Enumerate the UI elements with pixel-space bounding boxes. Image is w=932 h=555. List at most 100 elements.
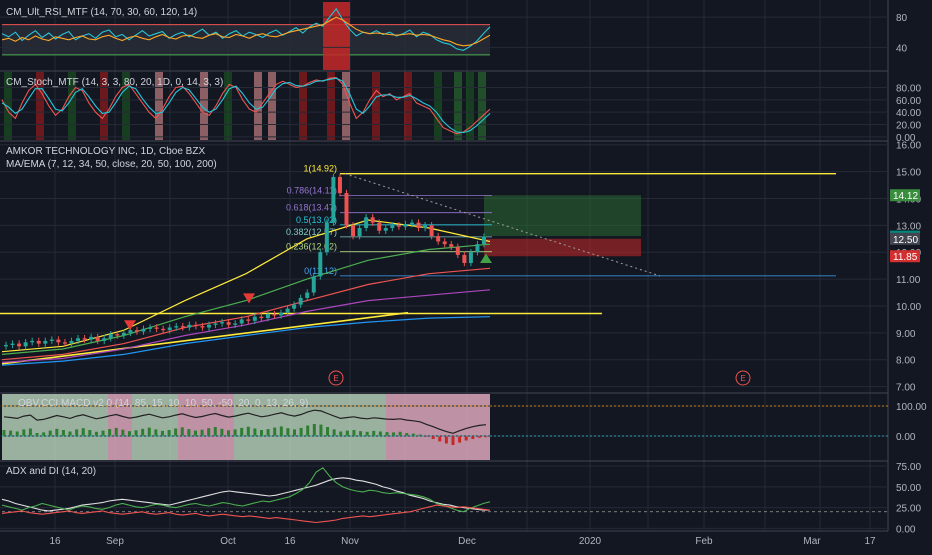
earnings-marker-label: E (333, 374, 338, 383)
fib-level-label: 0.236(12.02) (286, 242, 337, 252)
moving-average-line-1 (1, 243, 491, 355)
stoch-signal-bar (434, 72, 442, 140)
candle-body (134, 330, 139, 332)
candle-body (403, 223, 408, 227)
macd-histogram-bar (319, 424, 323, 436)
macd-histogram-bar (233, 429, 237, 436)
macd-histogram-bar (141, 428, 145, 436)
earnings-marker-icon (328, 370, 344, 386)
macd-regime-background (2, 394, 108, 460)
price-title: AMKOR TECHNOLOGY INC, 1D, Cboe BZX (6, 146, 205, 157)
candle-body (449, 244, 454, 247)
macd-histogram-bar (160, 430, 164, 436)
candle-body (213, 323, 218, 325)
stop-zone (484, 238, 641, 257)
macd-histogram-bar (81, 428, 85, 436)
macd-histogram-bar (35, 433, 39, 436)
time-axis-label: 17 (864, 536, 876, 547)
stoch-signal-bar (478, 72, 486, 140)
candle-body (423, 225, 428, 229)
candle-body (311, 276, 316, 293)
stoch-signal-bar (254, 72, 262, 140)
stoch-tick-label: 60.00 (896, 96, 921, 107)
adx-tick-label: 0.00 (896, 524, 916, 535)
macd-histogram-bar (260, 430, 264, 436)
moving-average-line-0 (1, 219, 491, 353)
candle-body (62, 342, 67, 344)
macd-histogram-bar (444, 436, 448, 444)
macd-histogram-bar (147, 427, 151, 436)
candle-body (239, 319, 244, 324)
time-axis-label: Mar (803, 536, 821, 547)
candle-body (482, 236, 486, 245)
time-axis-label: Sep (106, 536, 124, 547)
macd-histogram-bar (365, 431, 369, 436)
macd-histogram-bar (121, 429, 125, 436)
stoch-signal-bar (454, 72, 462, 140)
candle-body (108, 334, 113, 339)
candle-body (226, 322, 231, 325)
macd-histogram-bar (418, 434, 422, 436)
stoch-signal-bar (299, 72, 307, 140)
time-axis-label: Dec (458, 536, 476, 547)
price-tag (890, 250, 920, 263)
stoch-series-line-0 (1, 77, 491, 135)
macd-histogram-bar (61, 430, 65, 436)
stoch-signal-bar (268, 72, 276, 140)
candle-body (324, 222, 329, 253)
candle-body (82, 338, 87, 340)
macd-histogram-bar (167, 430, 171, 436)
macd-histogram-bar (108, 429, 112, 436)
macd-histogram-bar (405, 433, 409, 436)
macd-histogram-bar (425, 436, 429, 437)
macd-histogram-bar (55, 428, 59, 436)
stoch-signal-bar (372, 72, 380, 140)
macd-tick-label: 100.00 (896, 402, 927, 413)
time-axis-label: 16 (49, 536, 61, 547)
macd-histogram-bar (359, 431, 363, 436)
adx-tick-label: 50.00 (896, 483, 921, 494)
sell-arrow-icon (124, 320, 136, 331)
earnings-marker-icon (735, 370, 751, 386)
macd-histogram-bar (451, 436, 455, 445)
stoch-signal-bar (224, 72, 232, 140)
candle-body (442, 241, 447, 245)
candle-body (102, 338, 107, 341)
fib-level-label: 0.382(12.57) (286, 227, 337, 237)
macd-histogram-bar (134, 430, 138, 436)
candle-body (259, 316, 264, 319)
macd-histogram-bar (193, 430, 197, 436)
candle-body (30, 340, 35, 343)
price-tick-label: 13.00 (896, 221, 921, 232)
time-axis-label: 2020 (579, 536, 602, 547)
time-axis-label: Oct (220, 536, 236, 547)
adx-series-line-2 (1, 504, 491, 524)
candle-body (252, 316, 257, 321)
stoch-signal-bar (327, 72, 335, 140)
macd-regime-background (178, 394, 234, 460)
rsi-band (2, 24, 490, 55)
price-tick-label: 7.00 (896, 383, 916, 394)
macd-histogram-bar (345, 430, 349, 436)
macd-histogram-bar (101, 430, 105, 436)
macd-title: OBV,CCI MACD v2.0 (14, 85, 15, 10, 10, 5… (18, 398, 308, 409)
candle-body (331, 176, 336, 223)
candle-body (390, 225, 395, 229)
macd-histogram-bar (385, 432, 389, 436)
macd-histogram-bar (431, 436, 435, 439)
candle-body (187, 324, 192, 328)
candle-body (429, 225, 434, 237)
rsi-series-line-1 (1, 16, 491, 47)
adx-title: ADX and DI (14, 20) (6, 466, 96, 477)
rsi-title: CM_Ult_RSI_MTF (14, 70, 30, 60, 120, 14) (6, 7, 197, 18)
candle-body (220, 322, 225, 324)
macd-regime-background (108, 394, 132, 460)
candle-body (121, 332, 126, 336)
macd-histogram-bar (9, 430, 13, 436)
price-tick-label: 16.00 (896, 141, 921, 152)
candle-body (200, 326, 205, 328)
candle-body (246, 319, 251, 321)
candle-body (383, 228, 388, 231)
